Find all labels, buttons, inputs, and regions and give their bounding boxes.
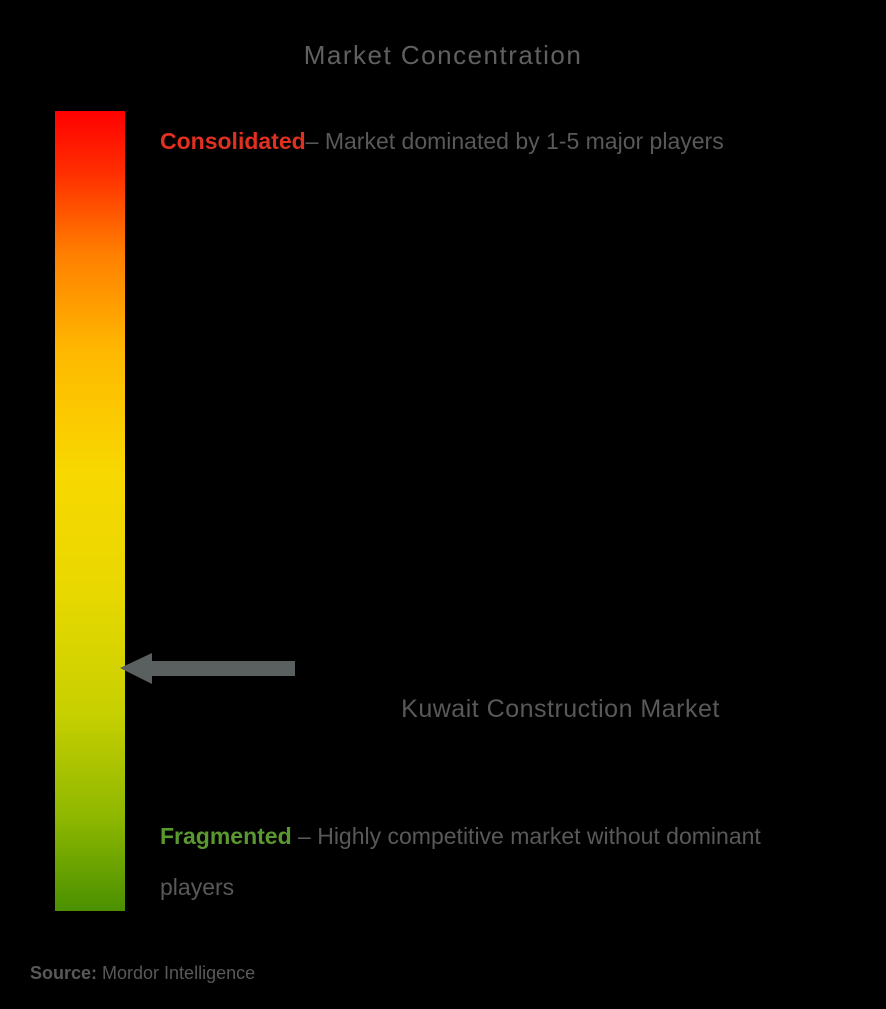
fragmented-highlight: Fragmented <box>160 823 292 849</box>
market-arrow <box>120 651 295 691</box>
consolidated-highlight: Consolidated <box>160 128 306 154</box>
text-area: Consolidated– Market dominated by 1-5 ma… <box>125 111 856 931</box>
source-attribution: Source: Mordor Intelligence <box>30 963 255 984</box>
source-label: Source: <box>30 963 97 983</box>
concentration-gradient-bar <box>55 111 125 911</box>
fragmented-label: Fragmented – Highly competitive market w… <box>160 811 836 912</box>
source-text: Mordor Intelligence <box>97 963 255 983</box>
consolidated-label: Consolidated– Market dominated by 1-5 ma… <box>160 116 836 167</box>
chart-title: Market Concentration <box>30 40 856 71</box>
main-content: Consolidated– Market dominated by 1-5 ma… <box>30 111 856 931</box>
consolidated-text: – Market dominated by 1-5 major players <box>306 128 724 154</box>
market-name-label: Kuwait Construction Market <box>325 691 796 729</box>
